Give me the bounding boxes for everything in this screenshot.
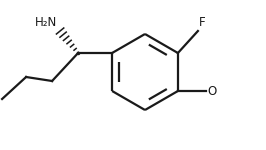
Text: H₂N: H₂N bbox=[35, 16, 57, 29]
Text: F: F bbox=[199, 16, 206, 29]
Text: O: O bbox=[207, 84, 216, 98]
